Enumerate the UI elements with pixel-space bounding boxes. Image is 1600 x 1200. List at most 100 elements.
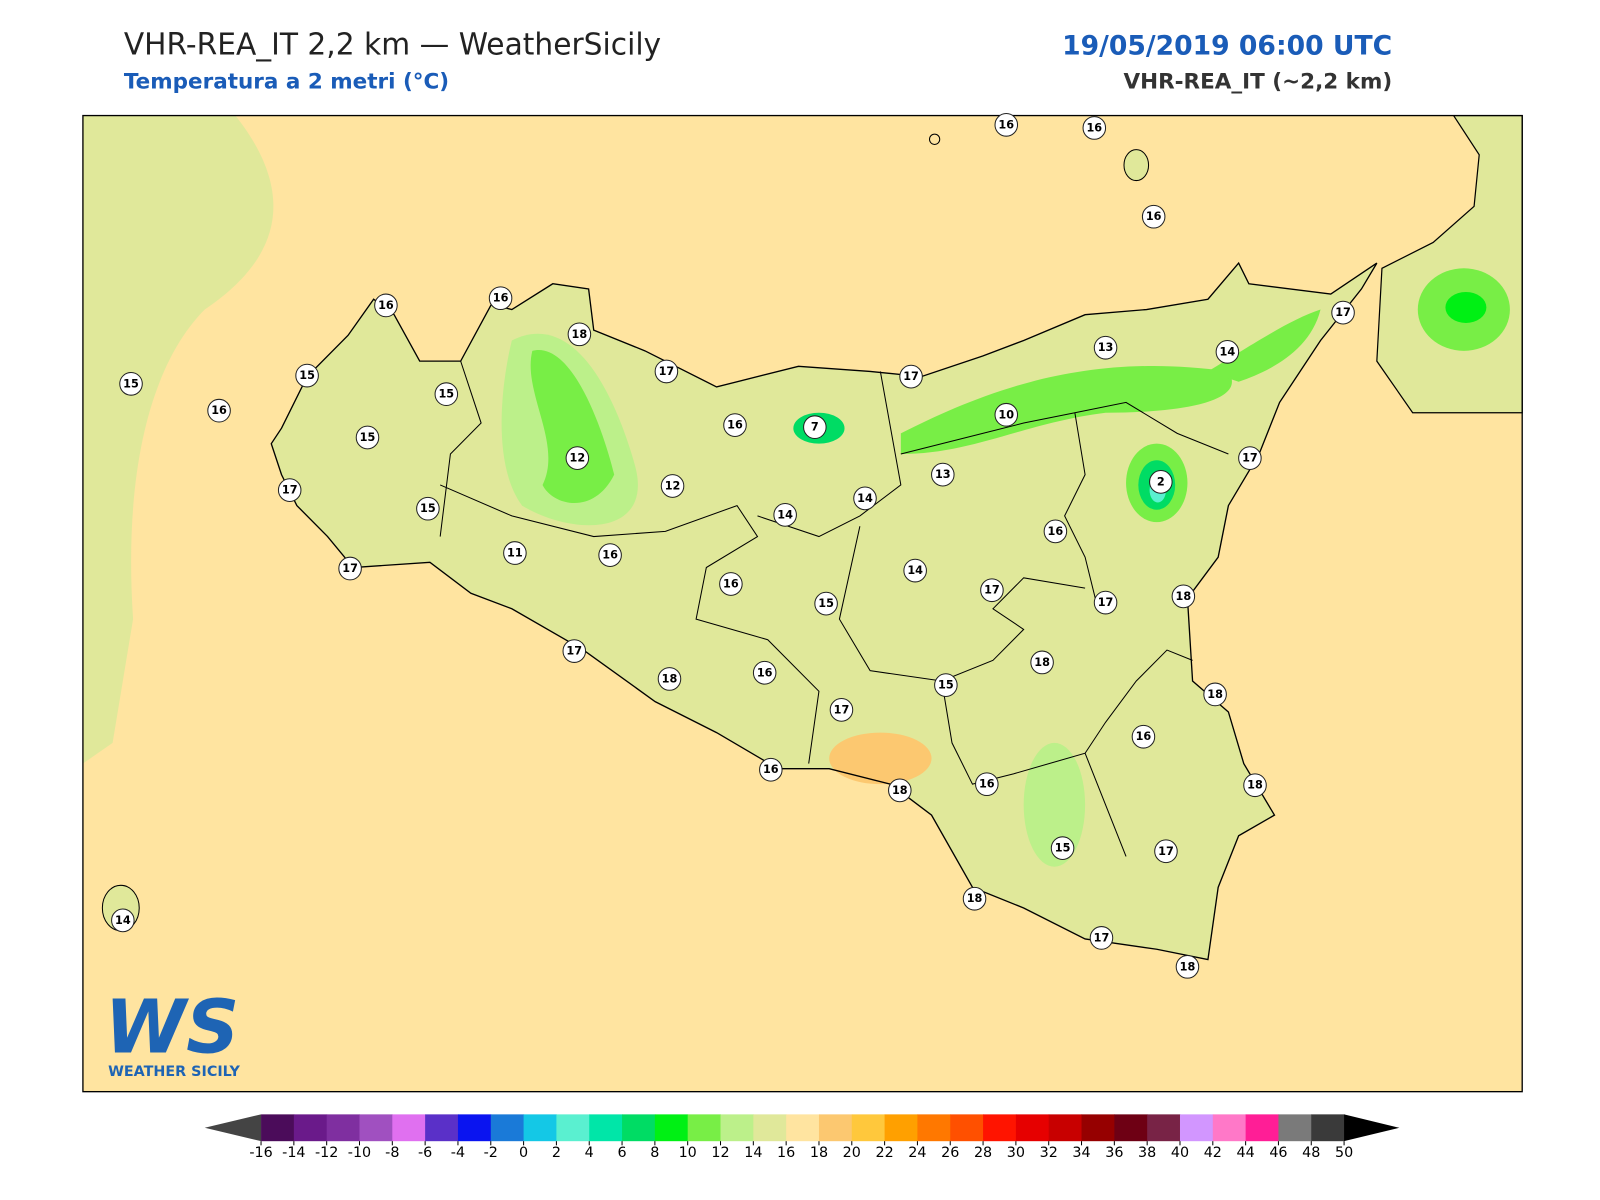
station-temp: 16 xyxy=(378,299,394,312)
station-temp: 18 xyxy=(892,784,908,797)
color-swatch xyxy=(884,1114,918,1142)
color-swatch xyxy=(293,1114,328,1142)
station-temp: 18 xyxy=(572,328,588,341)
color-swatch xyxy=(1278,1114,1312,1142)
tick-label: -16 xyxy=(249,1145,272,1161)
tick-label: 12 xyxy=(711,1145,729,1161)
color-swatch xyxy=(589,1114,623,1142)
station-temp: 16 xyxy=(723,577,739,590)
station-marker xyxy=(829,698,854,722)
station-marker xyxy=(853,486,877,511)
tick-label: 2 xyxy=(552,1145,561,1161)
station-temp: 16 xyxy=(763,763,779,776)
tick-label: 10 xyxy=(679,1145,697,1161)
tick-label: 24 xyxy=(908,1145,926,1161)
tick-label: 50 xyxy=(1335,1145,1353,1161)
zone xyxy=(829,732,932,785)
tick-label: 0 xyxy=(519,1145,528,1161)
zone xyxy=(1207,309,1321,382)
station-marker xyxy=(1089,926,1114,950)
station-temp: 15 xyxy=(420,502,436,515)
station-marker xyxy=(654,359,679,384)
station-marker xyxy=(1093,590,1118,615)
station-temp: 18 xyxy=(1034,656,1050,669)
station-temp: 15 xyxy=(123,377,139,390)
color-swatch xyxy=(1147,1114,1181,1142)
date: 19/05/2019 06:00 UTC xyxy=(1062,31,1392,62)
station-marker xyxy=(975,772,999,797)
station-marker xyxy=(374,293,398,318)
tick-label: 20 xyxy=(843,1145,861,1161)
tick-label: 32 xyxy=(1040,1145,1058,1161)
station-temp: 17 xyxy=(282,484,298,497)
station-temp: 16 xyxy=(757,666,773,679)
tick-label: 14 xyxy=(744,1145,762,1161)
station-marker xyxy=(598,543,622,567)
station-marker xyxy=(503,541,527,565)
tick-label: 30 xyxy=(1007,1145,1025,1161)
station-marker xyxy=(903,558,927,583)
station-temp: 15 xyxy=(938,679,954,692)
tick-label: 38 xyxy=(1138,1145,1156,1161)
station-temp: 13 xyxy=(935,468,951,481)
color-swatch xyxy=(326,1114,361,1142)
station-temp: 17 xyxy=(1158,845,1174,858)
station-temp: 12 xyxy=(570,452,586,465)
color-swatch xyxy=(786,1114,820,1142)
station-temp: 18 xyxy=(662,672,678,685)
over-arrow xyxy=(1344,1114,1400,1142)
station-temp: 17 xyxy=(834,703,850,716)
station-marker xyxy=(719,572,743,596)
tick-label: 34 xyxy=(1072,1145,1090,1161)
color-swatch xyxy=(654,1114,689,1142)
color-swatch xyxy=(950,1114,984,1142)
station-marker xyxy=(111,908,135,933)
tick-label: 16 xyxy=(777,1145,795,1161)
tick-label: 48 xyxy=(1302,1145,1320,1161)
zone xyxy=(900,365,1232,454)
color-swatch xyxy=(523,1114,557,1142)
station-marker xyxy=(1154,839,1178,864)
tick-label: -2 xyxy=(484,1145,498,1161)
color-swatch xyxy=(425,1114,459,1142)
map-frame xyxy=(82,114,1523,1093)
station-marker xyxy=(1238,446,1262,470)
station-marker xyxy=(759,757,783,782)
province-borders xyxy=(439,360,1229,857)
station-temp: 18 xyxy=(967,892,983,905)
logo-mark: WS xyxy=(105,984,239,1070)
station-temp: 2 xyxy=(1157,475,1165,488)
tick-label: 28 xyxy=(974,1145,992,1161)
station-marker xyxy=(416,496,440,521)
station-temp: 18 xyxy=(1207,688,1223,701)
station-temp: 7 xyxy=(811,421,819,434)
station-marker xyxy=(1093,335,1118,360)
color-swatch xyxy=(1212,1114,1247,1142)
tick-label: -6 xyxy=(418,1145,432,1161)
zone xyxy=(1023,742,1086,867)
tick-label: 36 xyxy=(1105,1145,1123,1161)
station-marker xyxy=(888,778,912,803)
tick-label: 42 xyxy=(1204,1145,1222,1161)
station-temp: 16 xyxy=(1048,525,1064,538)
color-swatch xyxy=(720,1114,754,1142)
station-marker xyxy=(567,322,592,347)
station-temp: 16 xyxy=(1086,121,1102,134)
station-marker xyxy=(1030,650,1054,675)
station-temp: 18 xyxy=(1247,779,1263,792)
station-temp: 11 xyxy=(507,547,523,560)
station-marker xyxy=(931,462,955,487)
station-temp: 17 xyxy=(659,365,675,378)
tick-label: 46 xyxy=(1269,1145,1287,1161)
color-swatch xyxy=(359,1114,393,1142)
sea-temp-zone xyxy=(82,115,274,764)
station-marker xyxy=(1175,954,1200,979)
station-marker xyxy=(207,398,231,423)
color-swatch xyxy=(556,1114,590,1142)
station-temp: 16 xyxy=(979,778,995,791)
zone xyxy=(1445,292,1487,323)
tick-label: 18 xyxy=(810,1145,828,1161)
color-swatch xyxy=(1311,1114,1345,1142)
